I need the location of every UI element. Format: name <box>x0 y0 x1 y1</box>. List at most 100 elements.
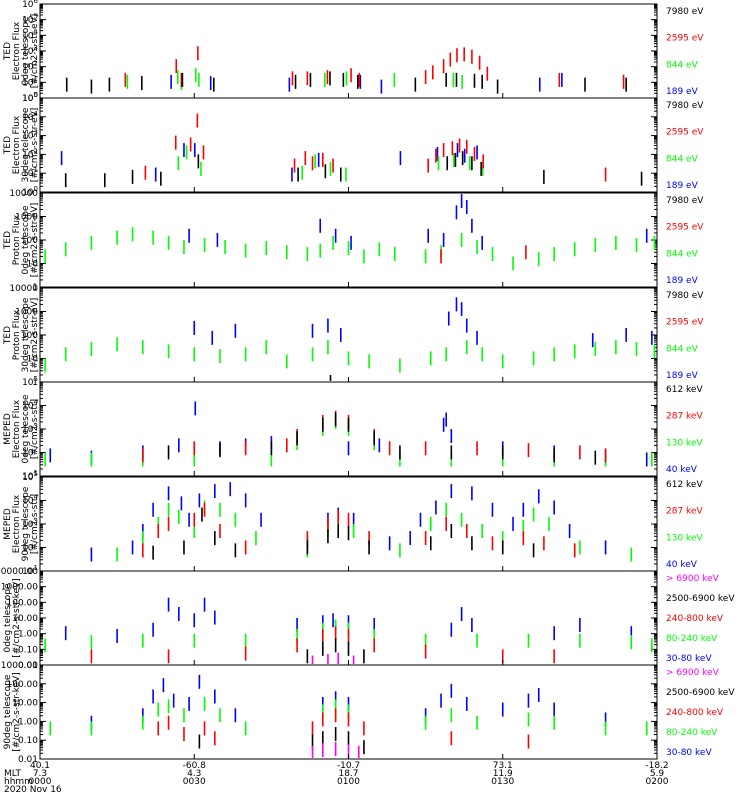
x-row-label: hhmm <box>4 777 33 787</box>
legend-entry: 287 keV <box>666 412 703 422</box>
y-tick-label: 0.10 <box>18 736 38 746</box>
date-label: 2020 Nov 16 <box>4 785 62 795</box>
y-axis-label: TEDProton Flux30deg telescope[#/cm2-s-st… <box>3 297 40 372</box>
x-tick-label: 0130 <box>491 777 514 787</box>
y-axis-label: TEDProton Flux0deg telescope[#/cm2-s-str… <box>3 203 40 278</box>
y-tick-label: 100 <box>21 236 38 246</box>
legend-entry: > 6900 keV <box>666 668 720 678</box>
y-tick-label: 103 <box>22 44 38 57</box>
legend-entry: 240-800 keV <box>666 708 724 718</box>
panel-frame <box>39 3 658 99</box>
y-tick-label: 101 <box>22 166 38 179</box>
legend-entry: 240-800 keV <box>666 614 724 624</box>
y-tick-label: 105 <box>22 375 38 388</box>
legend-entry: 612 keV <box>666 480 703 490</box>
series-189-ev <box>170 72 563 94</box>
y-tick-label: 10.00 <box>12 614 38 624</box>
legend-entry: 40 keV <box>666 465 698 475</box>
y-tick-label: 105 <box>22 91 38 104</box>
series-2595-ev <box>124 46 625 89</box>
legend-entry: 7980 eV <box>666 196 704 206</box>
y-tick-label: 100.00 <box>7 680 39 690</box>
y-tick-label: 1.00 <box>18 717 38 727</box>
y-tick-label: 102 <box>22 446 38 459</box>
x-tick-label: 5.9 <box>650 769 665 779</box>
y-axis-label: MEPEDElectron Flux0deg telescope[#/cm2-s… <box>3 394 40 464</box>
series-2595-ev <box>144 113 607 182</box>
legend-entry: 844 eV <box>666 249 699 259</box>
y-tick-label: 103 <box>22 517 38 530</box>
panel-ted-e-30deg: 100 101 102 103 104 105 TEDElectron Flux30deg … <box>3 91 704 198</box>
panel-meped-e-0deg: 101 102 103 104 105 MEPEDElectron Flux0deg te… <box>3 375 703 482</box>
panel-meped-e-90deg: 101 102 103 104 105 MEPEDElectron Flux90deg t… <box>3 470 703 577</box>
y-tick-label: 102 <box>22 541 38 554</box>
legend-entry: 189 eV <box>666 276 699 286</box>
y-tick-label: 103 <box>22 129 38 142</box>
y-tick-label: 104 <box>22 28 38 41</box>
y-tick-label: 1.00 <box>18 630 38 640</box>
y-tick-label: 0.10 <box>18 645 38 655</box>
x-tick-label: 11.9 <box>493 769 513 779</box>
legend-entry: 130 keV <box>666 533 703 543</box>
y-tick-label: 1 <box>32 378 38 388</box>
x-tick-label: -60.8 <box>183 761 207 771</box>
y-tick-label: 105 <box>22 13 38 26</box>
x-tick-label: -10.7 <box>337 761 360 771</box>
panel-meped-p-0deg: 0.01 0.10 1.00 10.00 100.00 1000.00 10000.000d… <box>0 567 735 671</box>
panel-ted-e-0deg: 100 101 102 103 104 105 106 TEDElectron Flux0de… <box>3 0 704 104</box>
legend-entry: 7980 eV <box>666 7 704 17</box>
legend-entry: 2500-6900 keV <box>666 688 735 698</box>
x-tick-label: -18.2 <box>645 761 668 771</box>
y-tick-label: 100 <box>22 91 38 104</box>
x-tick-label: 0100 <box>337 777 360 787</box>
series-189-ev <box>188 194 648 250</box>
legend-entry: 2595 eV <box>666 318 704 328</box>
y-tick-label: 10 <box>27 260 39 270</box>
y-tick-label: 1 <box>32 283 38 293</box>
x-tick-label: 0000 <box>29 777 52 787</box>
y-tick-label: 101 <box>22 564 38 577</box>
series-612-kev <box>152 507 535 560</box>
y-axis-label: 0deg telescope[#/cm2-s-str-keV] <box>3 578 22 657</box>
legend-entry: 844 eV <box>666 344 699 354</box>
legend-entry: 189 eV <box>666 87 699 97</box>
y-tick-label: 104 <box>22 399 38 412</box>
y-tick-label: 105 <box>22 470 38 483</box>
legend-entry: 2595 eV <box>666 34 704 44</box>
y-tick-label: 104 <box>22 494 38 507</box>
y-tick-label: 100 <box>21 331 38 341</box>
y-tick-label: 103 <box>22 422 38 435</box>
series-40-kev <box>90 482 607 562</box>
y-tick-label: 102 <box>22 60 38 73</box>
y-tick-label: 100.00 <box>7 598 39 608</box>
series-240-800-kev <box>157 708 530 749</box>
x-tick-label: 4.3 <box>187 769 201 779</box>
y-tick-label: 10000 <box>9 189 38 199</box>
y-tick-label: 101 <box>22 469 38 482</box>
x-tick-label: 73.1 <box>493 761 513 771</box>
y-tick-label: 10000 <box>9 284 38 294</box>
panel-frame <box>39 287 658 383</box>
series-7980-ev <box>64 151 643 188</box>
series--6900-kev <box>311 742 360 758</box>
y-tick-label: 1000 <box>15 308 38 318</box>
y-tick-label: 102 <box>22 147 38 160</box>
legend-entry: 189 eV <box>666 371 699 381</box>
legend-entry: 30-80 keV <box>666 748 712 758</box>
series-7980-ev <box>65 71 627 94</box>
x-tick-label: 7.3 <box>33 769 47 779</box>
series-240-800-kev <box>90 626 555 664</box>
legend-entry: 287 keV <box>666 507 703 517</box>
x-tick-label: 0030 <box>183 777 206 787</box>
x-tick-label: 0200 <box>646 777 669 787</box>
y-tick-label: 100 <box>22 185 38 198</box>
x-tick-label: 40.1 <box>30 761 50 771</box>
y-tick-label: 0.01 <box>18 755 38 765</box>
legend-entry: 2595 eV <box>666 128 704 138</box>
panel-ted-p-30deg: 1 10 100 1000 10000 TEDProton Flux30deg teles… <box>3 284 704 388</box>
legend-entry: 130 keV <box>666 438 703 448</box>
x-row-label: MLT <box>4 769 22 779</box>
